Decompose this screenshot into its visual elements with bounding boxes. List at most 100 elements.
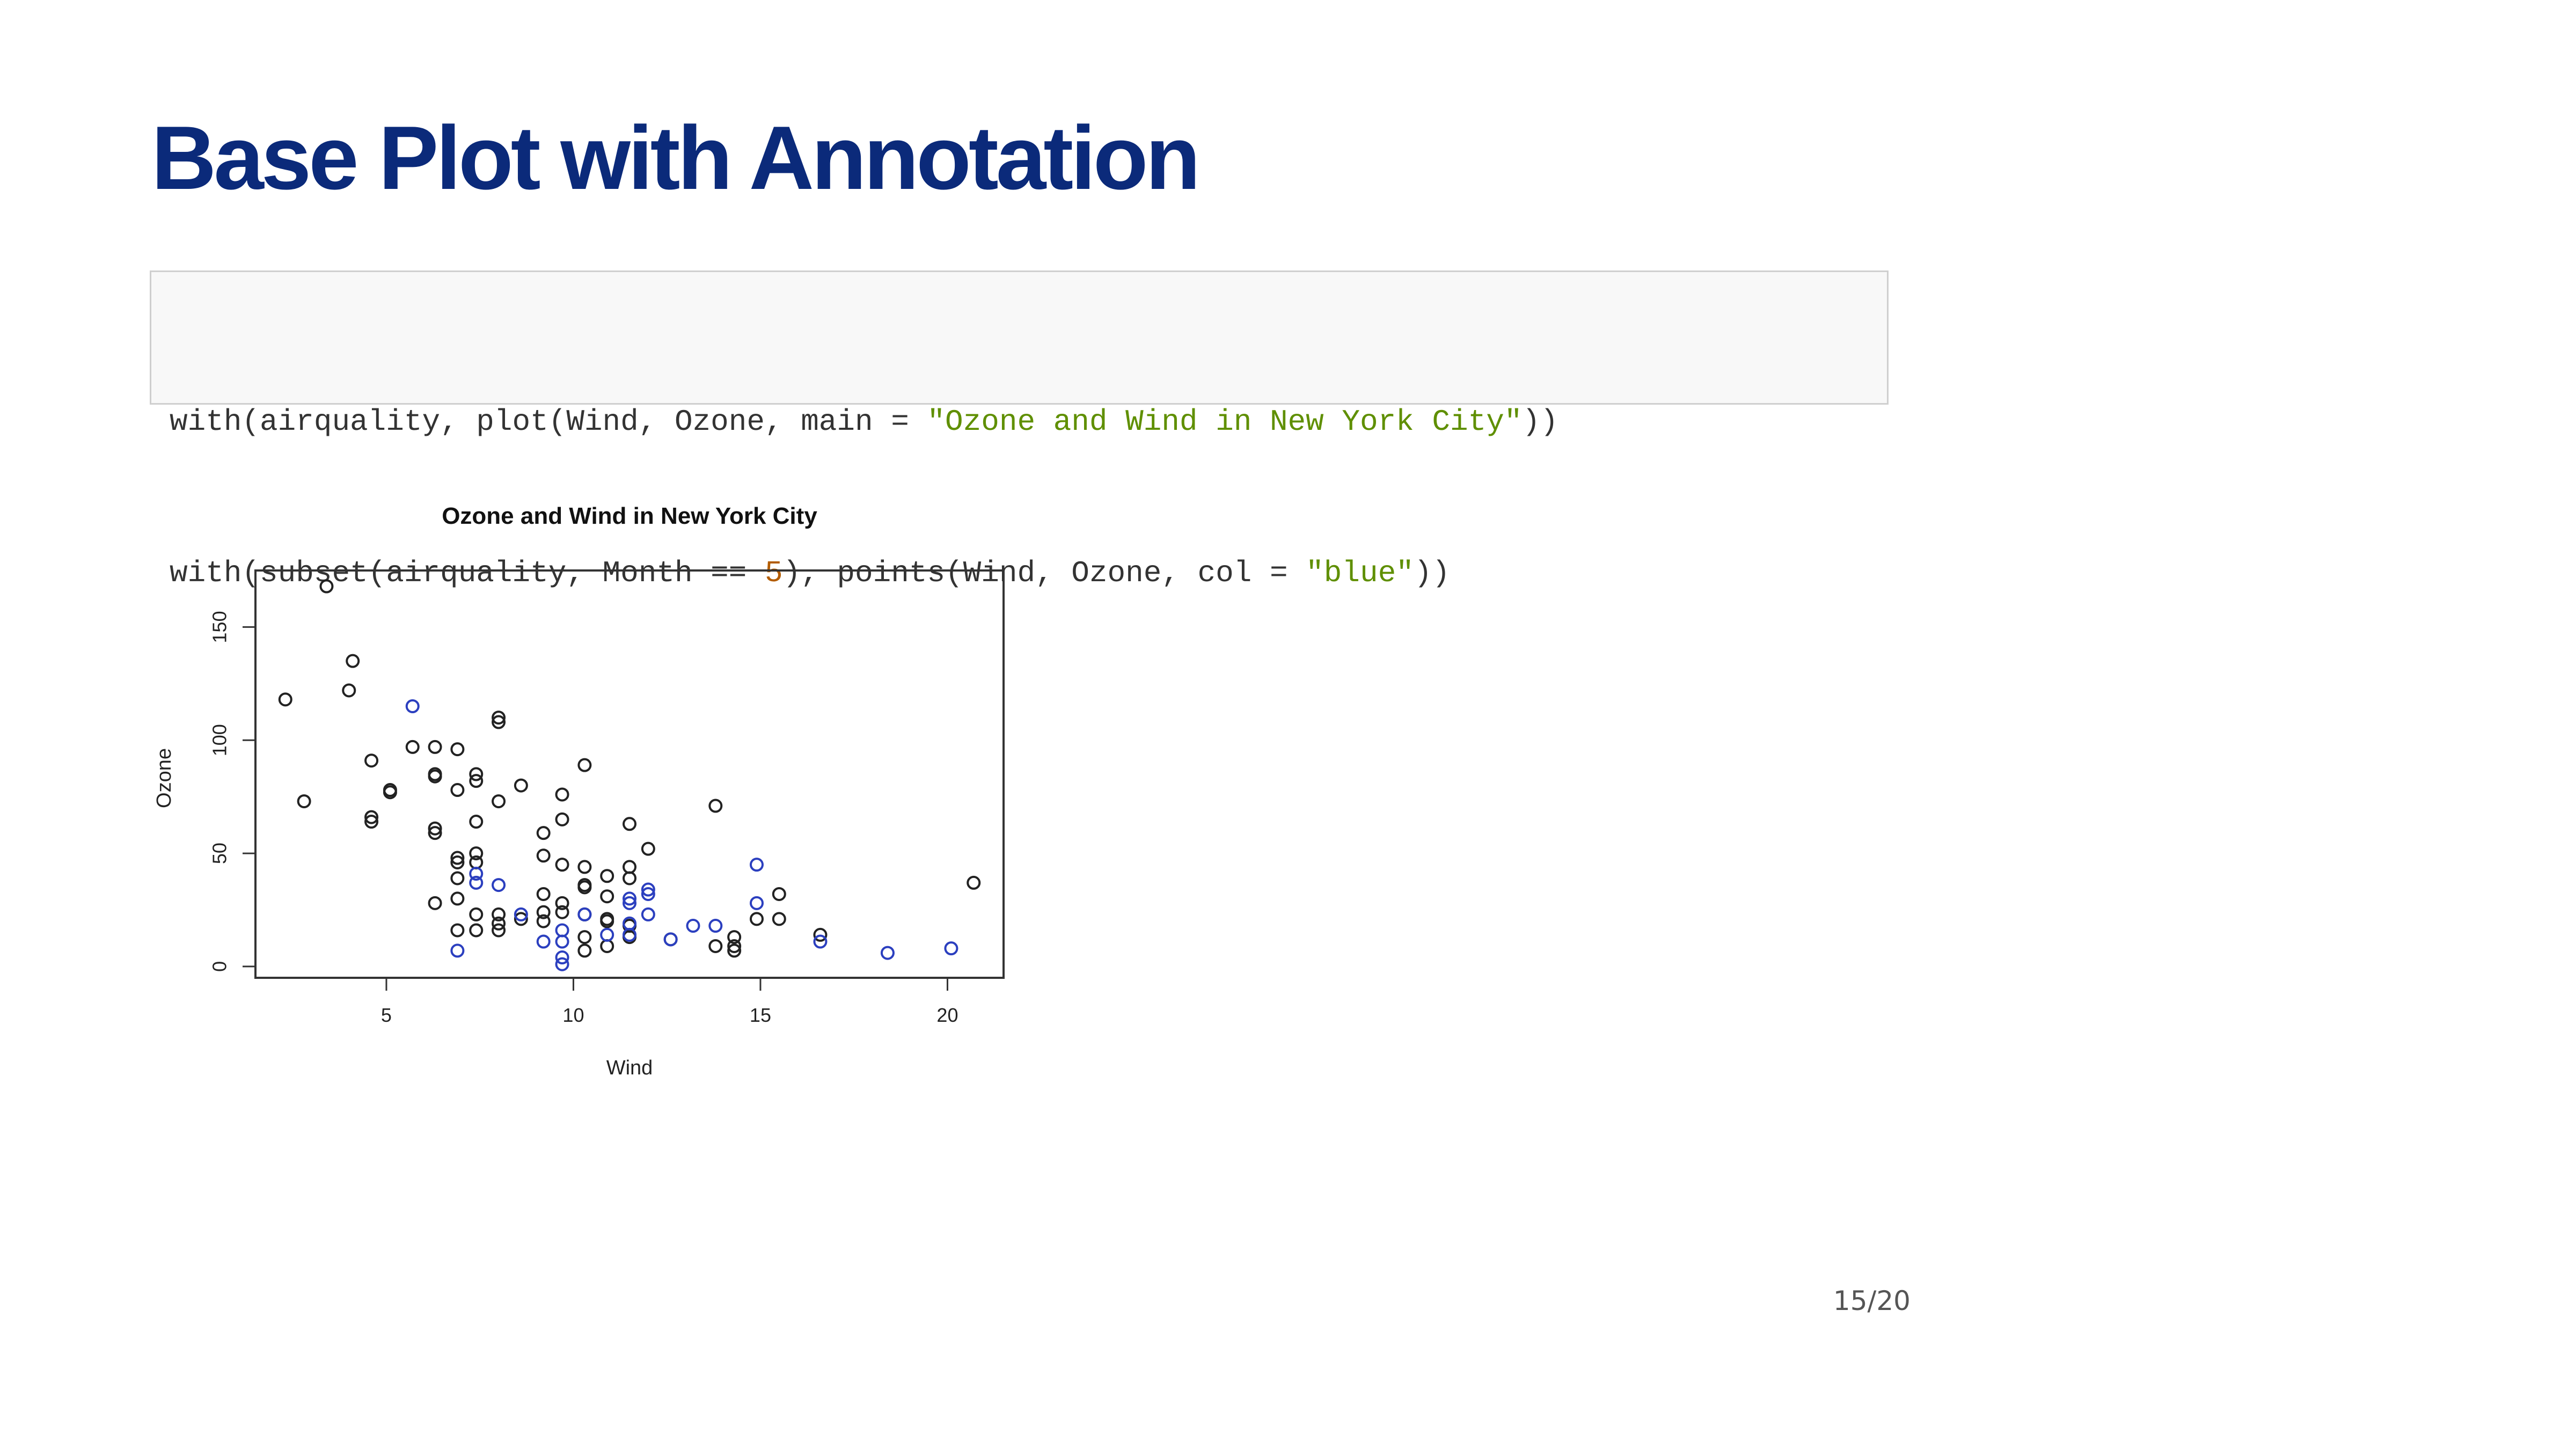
data-point <box>450 891 465 906</box>
data-point <box>536 905 551 919</box>
data-point-may <box>641 907 655 921</box>
y-axis-label: Ozone <box>153 748 175 808</box>
data-point-may <box>492 878 506 892</box>
data-point-may <box>555 923 569 938</box>
data-point <box>469 767 484 781</box>
data-point <box>364 815 379 829</box>
data-point <box>600 914 614 928</box>
data-point <box>708 939 723 953</box>
data-point <box>278 692 292 707</box>
data-point <box>555 905 569 919</box>
data-point-may <box>880 946 895 960</box>
data-point <box>428 896 442 910</box>
data-point <box>536 887 551 901</box>
data-point <box>600 939 614 953</box>
data-point <box>428 769 442 784</box>
data-point <box>577 880 592 895</box>
data-point <box>469 907 484 921</box>
data-point <box>749 912 764 926</box>
data-point <box>708 799 723 813</box>
data-point <box>450 783 465 797</box>
code-block: with(airquality, plot(Wind, Ozone, main … <box>150 270 1889 590</box>
data-point <box>727 930 742 945</box>
code-string: "blue" <box>1306 556 1414 590</box>
data-point-may <box>749 858 764 872</box>
data-point <box>967 875 981 890</box>
data-point-may <box>600 927 614 942</box>
code-text: ), points(Wind, Ozone, col = <box>782 556 1306 590</box>
slide-title: Base Plot with Annotation <box>151 107 1201 208</box>
data-point <box>536 848 551 863</box>
data-point <box>577 930 592 945</box>
data-point <box>428 826 442 840</box>
data-point <box>727 939 742 953</box>
code-string: "Ozone and Wind in New York City" <box>927 405 1523 439</box>
data-point <box>813 927 828 942</box>
data-point <box>297 794 311 809</box>
data-point <box>492 916 506 931</box>
data-point-may <box>686 919 700 933</box>
x-tick-label: 5 <box>381 1004 392 1026</box>
data-point-may <box>813 934 828 949</box>
data-point-may <box>555 957 569 971</box>
data-point-may <box>749 896 764 910</box>
data-point <box>469 774 484 788</box>
data-point-may <box>405 699 420 713</box>
data-point <box>469 846 484 861</box>
x-tick-label: 15 <box>750 1004 771 1026</box>
data-point <box>623 860 636 874</box>
code-text: )) <box>1414 556 1451 590</box>
chart-title: Ozone and Wind in New York City <box>442 503 817 529</box>
data-points <box>278 579 981 971</box>
data-point-may <box>623 927 636 942</box>
x-tick-label: 10 <box>562 1004 584 1026</box>
data-point <box>450 855 465 869</box>
data-point <box>383 785 397 800</box>
scatter-plot-svg: Ozone and Wind in New York City 5 10 15 20 … <box>153 503 1005 1079</box>
data-point <box>536 914 551 928</box>
data-point-may <box>450 943 465 958</box>
x-tick-label: 20 <box>936 1004 958 1026</box>
code-text: with(airquality, plot(Wind, Ozone, main … <box>170 405 927 439</box>
data-point <box>577 860 592 874</box>
data-point <box>623 817 636 831</box>
data-point <box>450 923 465 938</box>
data-point <box>428 821 442 836</box>
data-point-may <box>663 932 678 947</box>
data-point-may <box>641 887 655 901</box>
data-point <box>536 826 551 840</box>
data-point <box>469 815 484 829</box>
data-point-may <box>514 907 528 921</box>
data-point <box>555 787 569 802</box>
data-point <box>772 887 786 901</box>
data-point <box>555 858 569 872</box>
data-point-may <box>555 934 569 949</box>
data-point <box>514 912 528 926</box>
data-point <box>492 711 506 725</box>
data-point <box>727 943 742 958</box>
data-point-may <box>944 941 958 956</box>
y-tick-label: 50 <box>209 843 231 864</box>
data-point <box>492 715 506 729</box>
scatter-plot: Ozone and Wind in New York City 5 10 15 20 … <box>145 494 1014 1095</box>
page-number: 15/20 <box>1833 1285 1911 1316</box>
data-point <box>342 683 356 698</box>
data-point <box>514 778 528 793</box>
data-point-may <box>536 934 551 949</box>
data-point <box>469 923 484 938</box>
data-point <box>492 907 506 921</box>
data-point <box>555 812 569 826</box>
y-tick-label: 150 <box>209 611 231 643</box>
data-point <box>364 753 379 768</box>
data-point <box>319 579 334 594</box>
data-point <box>405 740 420 754</box>
data-point <box>600 889 614 904</box>
code-text: )) <box>1522 405 1558 439</box>
data-point-may <box>641 882 655 897</box>
data-point-may <box>623 891 636 906</box>
data-point <box>577 943 592 958</box>
y-tick-label: 0 <box>209 961 231 972</box>
data-point-may <box>708 919 723 933</box>
data-point <box>428 740 442 754</box>
